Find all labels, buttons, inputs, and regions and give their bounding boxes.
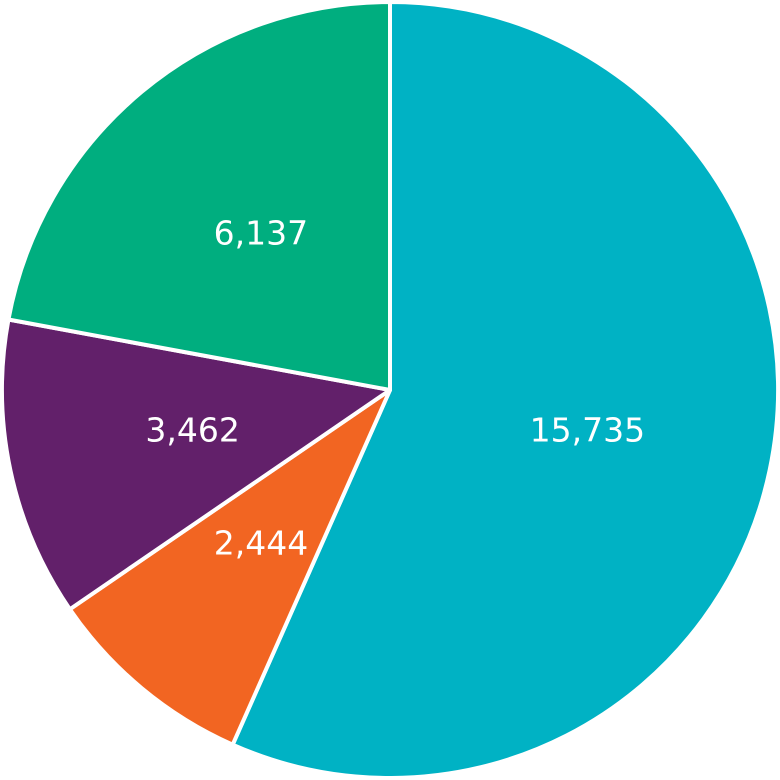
pie-slice-1 [67, 388, 392, 747]
pie-slice-label-2: 3,462 [145, 410, 239, 449]
pie-slice-label-0: 15,735 [530, 410, 645, 449]
pie-slice-label-3: 6,137 [214, 213, 308, 252]
pie-labels: 15,735 2,444 3,462 6,137 [145, 213, 645, 562]
pie-slice-label-1: 2,444 [214, 524, 308, 563]
pie-slice-3 [6, 0, 392, 392]
pie-slice-2 [0, 317, 392, 612]
pie-slice-0 [230, 0, 780, 780]
